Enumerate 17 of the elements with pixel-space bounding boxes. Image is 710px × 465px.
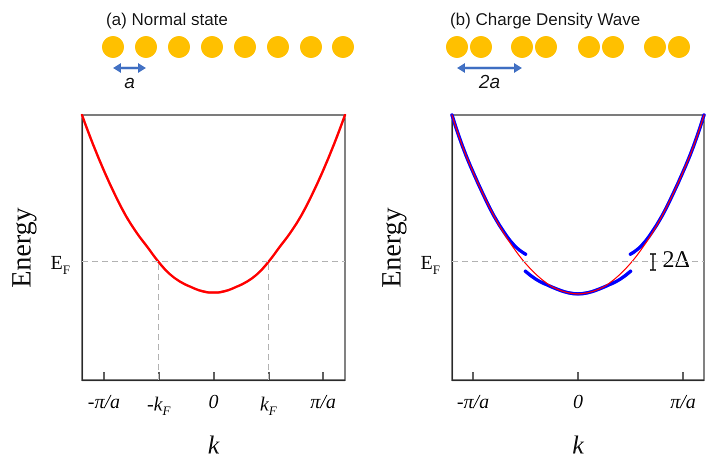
x-axis-title: k [572, 430, 584, 460]
annotation: 2Δ [662, 247, 690, 274]
x-tick-label: -π/a [456, 391, 490, 413]
ref-line-label: E$_{F}$ [50, 252, 70, 280]
chart-title: (b) Charge Density Wave [450, 10, 640, 29]
x-tick-label: 0 [208, 391, 218, 413]
x-tick-label: π/a [310, 391, 336, 413]
x-axis-title: k [208, 430, 220, 460]
x-tick-label: π/a [670, 391, 696, 413]
x-tick-label: 0 [573, 391, 583, 413]
y-axis-title: Energy [6, 207, 38, 288]
x-tick-label: -π/a [88, 391, 120, 413]
text: 2a [478, 72, 500, 94]
chart-title: (a) Normal state [106, 10, 228, 29]
text: a [124, 72, 135, 94]
y-axis-title: Energy [376, 207, 408, 288]
ref-line-label: E$_{F}$ [420, 252, 440, 280]
